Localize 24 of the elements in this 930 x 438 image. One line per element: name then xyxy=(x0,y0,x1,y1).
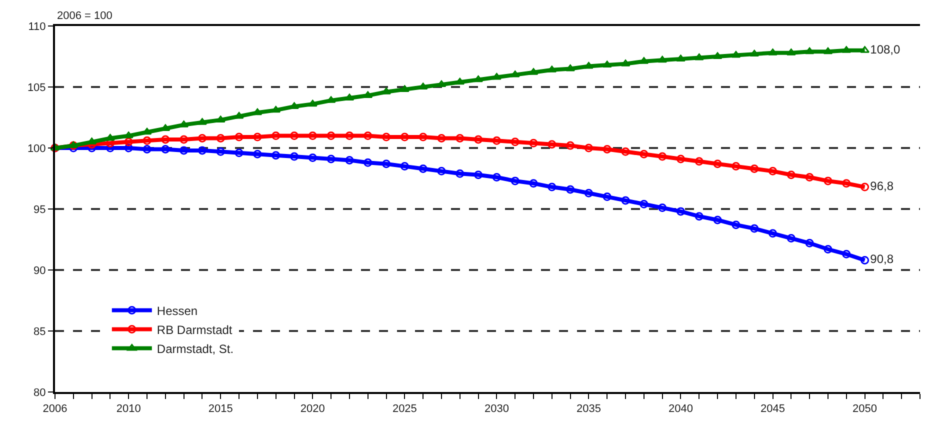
legend-label: RB Darmstadt xyxy=(156,322,233,337)
y-tick-label: 105 xyxy=(27,82,46,94)
y-axis-title: 2006 = 100 xyxy=(57,10,112,22)
data-label: 90,8 xyxy=(870,252,894,266)
data-label: 108,0 xyxy=(870,42,901,56)
x-tick-label: 2006 xyxy=(42,403,68,416)
x-tick-label: 2040 xyxy=(668,403,693,416)
x-tick-label: 2020 xyxy=(300,403,325,416)
y-tick-label: 85 xyxy=(34,326,46,338)
y-tick-label: 110 xyxy=(28,20,46,33)
x-tick-label: 2030 xyxy=(484,403,509,416)
x-tick-label: 2045 xyxy=(760,403,786,416)
y-tick-label: 90 xyxy=(34,264,46,277)
y-tick-label: 100 xyxy=(27,142,46,155)
y-tick-label: 95 xyxy=(34,204,46,216)
legend-label: Hessen xyxy=(156,304,198,318)
x-tick-label: 2015 xyxy=(208,403,233,416)
x-tick-label: 2035 xyxy=(576,403,601,416)
data-label: 96,8 xyxy=(870,179,894,194)
x-tick-label: 2025 xyxy=(392,403,417,416)
x-tick-label: 2050 xyxy=(852,403,878,416)
legend-label: Darmstadt, St. xyxy=(156,342,234,356)
x-tick-label: 2010 xyxy=(116,403,141,416)
y-tick-label: 80 xyxy=(34,386,46,399)
